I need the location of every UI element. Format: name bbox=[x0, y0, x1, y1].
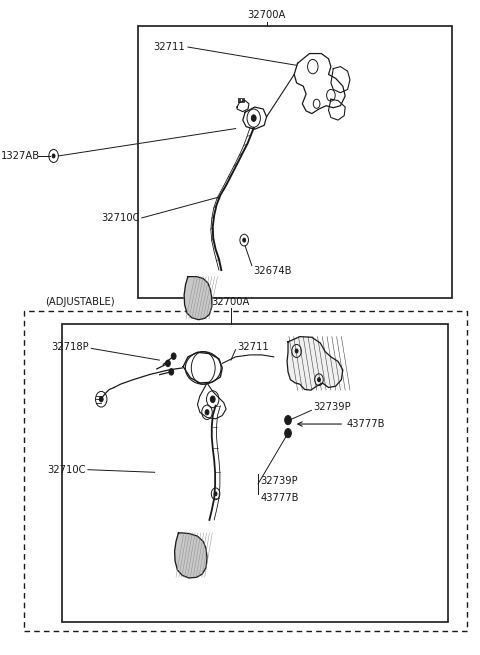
Bar bbox=[243, 98, 244, 102]
Circle shape bbox=[205, 409, 209, 415]
Polygon shape bbox=[184, 276, 212, 320]
Bar bbox=[62, 324, 448, 622]
Circle shape bbox=[285, 415, 291, 424]
Polygon shape bbox=[287, 337, 343, 390]
Bar bbox=[240, 98, 242, 102]
Text: 32739P: 32739P bbox=[260, 476, 298, 486]
Circle shape bbox=[285, 428, 291, 438]
Text: 32711: 32711 bbox=[237, 342, 269, 352]
Circle shape bbox=[171, 353, 176, 360]
Circle shape bbox=[243, 238, 246, 242]
Text: 32710C: 32710C bbox=[101, 213, 139, 223]
Circle shape bbox=[318, 378, 321, 382]
Text: 32674B: 32674B bbox=[254, 266, 292, 276]
Circle shape bbox=[214, 492, 217, 496]
Text: 32700A: 32700A bbox=[212, 297, 250, 307]
Text: 32700A: 32700A bbox=[247, 10, 286, 20]
Circle shape bbox=[252, 115, 256, 121]
Circle shape bbox=[210, 396, 215, 403]
Circle shape bbox=[166, 360, 170, 367]
Polygon shape bbox=[175, 533, 207, 578]
Text: 43777B: 43777B bbox=[346, 419, 384, 429]
Circle shape bbox=[295, 349, 298, 353]
Bar bbox=[238, 98, 240, 102]
Circle shape bbox=[99, 397, 103, 402]
Text: 32710C: 32710C bbox=[47, 464, 85, 475]
Text: 32711: 32711 bbox=[153, 42, 185, 52]
Circle shape bbox=[169, 369, 174, 375]
Text: 32718P: 32718P bbox=[52, 342, 89, 352]
Text: 32739P: 32739P bbox=[313, 402, 350, 412]
Circle shape bbox=[52, 154, 55, 158]
Text: 43777B: 43777B bbox=[260, 493, 299, 504]
Text: 1327AB: 1327AB bbox=[1, 151, 40, 161]
Bar bbox=[24, 311, 467, 631]
Bar bbox=[138, 26, 453, 298]
Text: (ADJUSTABLE): (ADJUSTABLE) bbox=[45, 297, 115, 307]
